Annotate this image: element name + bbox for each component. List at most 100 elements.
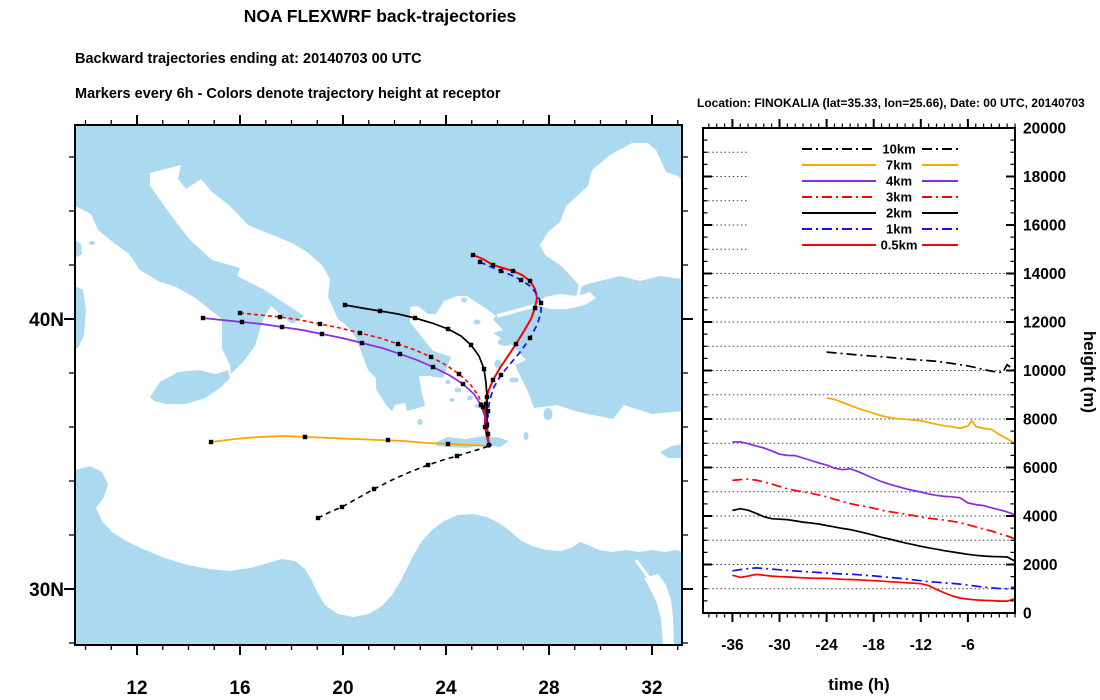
marker-6h bbox=[513, 341, 519, 347]
marker-6h bbox=[279, 324, 285, 330]
time-tick-label: -30 bbox=[768, 637, 790, 654]
marker-6h bbox=[377, 308, 383, 314]
height-tick-label: 18000 bbox=[1023, 169, 1066, 186]
island-cyclades-1 bbox=[454, 387, 462, 393]
marker-6h bbox=[485, 408, 491, 414]
marker-6h bbox=[357, 330, 363, 336]
island-corsica bbox=[75, 240, 82, 258]
series-10km bbox=[826, 351, 1016, 374]
lat-tick-label: 30N bbox=[29, 580, 64, 601]
island-samos bbox=[509, 377, 519, 383]
bosphorus-strait bbox=[576, 281, 583, 297]
marker-6h bbox=[317, 321, 323, 327]
series-4km bbox=[732, 440, 1016, 516]
map-axis-ticks bbox=[64, 115, 693, 655]
gridlines bbox=[704, 151, 1014, 590]
marker-6h bbox=[484, 394, 490, 400]
trajectory-map-10km bbox=[317, 445, 490, 519]
marker-6h bbox=[208, 439, 214, 445]
island-sicily bbox=[150, 370, 230, 404]
lon-tick-label: 12 bbox=[126, 678, 147, 699]
time-tick-label: -18 bbox=[862, 637, 885, 654]
series-3km bbox=[732, 478, 1016, 540]
lon-tick-label: 24 bbox=[435, 678, 457, 699]
marker-6h bbox=[200, 315, 206, 321]
marker-6h bbox=[470, 252, 476, 258]
marker-6h bbox=[454, 453, 460, 459]
marker-6h bbox=[371, 486, 377, 492]
location-title: Location: FINOKALIA (lat=35.33, lon=25.6… bbox=[697, 96, 1085, 110]
marker-6h bbox=[483, 401, 489, 407]
marker-6h bbox=[532, 305, 538, 311]
island-thasos bbox=[461, 297, 467, 303]
legend-label-2km: 2km bbox=[886, 206, 912, 221]
height-tick-label: 14000 bbox=[1023, 266, 1066, 283]
trajectory-map-3km bbox=[239, 312, 490, 446]
marker-6h bbox=[498, 372, 504, 378]
marker-6h bbox=[359, 340, 365, 346]
marker-6h bbox=[319, 331, 325, 337]
series-2km bbox=[732, 507, 1016, 562]
map-axis-labels: 12 16 20 24 28 32 40N 30N bbox=[29, 310, 662, 699]
marker-6h bbox=[498, 268, 504, 274]
height-tick-label: 10000 bbox=[1023, 363, 1066, 380]
trajectory-map-1km bbox=[479, 261, 542, 446]
island-cyprus bbox=[660, 444, 682, 458]
island-elba bbox=[89, 241, 95, 245]
y-axis-title: height (m) bbox=[1080, 331, 1099, 413]
legend-box bbox=[748, 138, 1014, 252]
marker-6h bbox=[425, 462, 431, 468]
map-trajectories bbox=[200, 252, 544, 521]
marker-6h bbox=[339, 504, 345, 510]
marker-6h bbox=[484, 422, 490, 428]
x-axis-title: time (h) bbox=[828, 675, 889, 694]
marker-6h bbox=[315, 515, 321, 521]
plot-axis-labels: -36 -30 -24 -18 -12 -6 0 2000 4000 6000 8000 10000 1… bbox=[721, 121, 1066, 655]
marker-6h bbox=[510, 268, 516, 274]
legend-label-1km: 1km bbox=[886, 222, 912, 237]
height-tick-label: 8000 bbox=[1023, 412, 1057, 429]
series-1km bbox=[732, 567, 1016, 590]
marker-6h bbox=[342, 302, 348, 308]
marker-6h bbox=[468, 342, 474, 348]
island-cyclades-4 bbox=[449, 398, 455, 402]
lon-tick-label: 20 bbox=[332, 678, 353, 699]
time-tick-label: -6 bbox=[961, 637, 975, 654]
height-tick-label: 12000 bbox=[1023, 315, 1066, 332]
island-karpathos bbox=[523, 432, 529, 440]
series-7km bbox=[826, 397, 1016, 445]
marker-6h bbox=[456, 371, 462, 377]
marker-6h bbox=[237, 310, 243, 316]
legend-label-0.5km: 0.5km bbox=[881, 238, 918, 253]
legend-label-3km: 3km bbox=[886, 190, 912, 205]
marker-6h bbox=[527, 278, 533, 284]
marker-6h bbox=[412, 315, 418, 321]
marker-6h bbox=[481, 366, 487, 372]
map-panel: 12 16 20 24 28 32 40N 30N bbox=[29, 115, 693, 699]
island-cyclades-2 bbox=[467, 395, 473, 401]
marker-6h bbox=[518, 277, 524, 283]
marker-6h bbox=[485, 431, 491, 437]
series-0.5km bbox=[732, 573, 1016, 602]
red-sea bbox=[644, 574, 674, 645]
marker-6h bbox=[397, 351, 403, 357]
lon-tick-label: 16 bbox=[229, 678, 250, 699]
marker-6h bbox=[239, 319, 245, 325]
marker-6h bbox=[277, 314, 283, 320]
height-tick-label: 6000 bbox=[1023, 460, 1057, 477]
marker-6h bbox=[460, 381, 466, 387]
island-lesbos bbox=[498, 338, 512, 346]
marker-6h bbox=[477, 259, 483, 265]
height-tick-label: 0 bbox=[1023, 606, 1032, 623]
island-kythira bbox=[417, 419, 423, 425]
time-tick-label: -36 bbox=[721, 637, 744, 654]
gulf-of-suez bbox=[634, 559, 654, 583]
black-sea bbox=[540, 143, 682, 287]
legend-label-4km: 4km bbox=[886, 174, 912, 189]
land-north-africa bbox=[75, 466, 682, 645]
plot-axis-ticks bbox=[703, 119, 1016, 622]
land-eurasia bbox=[75, 125, 682, 419]
marker-6h bbox=[490, 262, 496, 268]
